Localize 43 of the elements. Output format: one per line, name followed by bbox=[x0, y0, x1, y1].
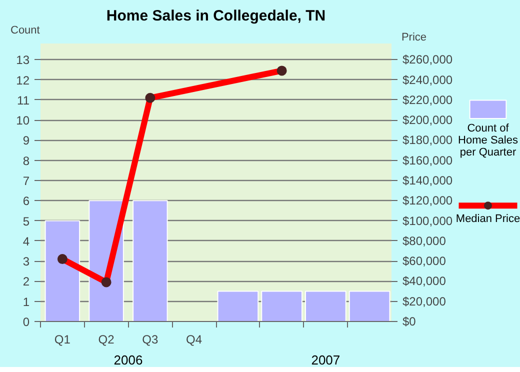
text: 2006 bbox=[114, 352, 143, 368]
y2-tick-label: $180,000 bbox=[402, 133, 453, 148]
y2-tick-label: $40,000 bbox=[402, 274, 446, 288]
y2-tick-label: $60,000 bbox=[402, 254, 446, 268]
y2-tick-label: $100,000 bbox=[402, 214, 453, 228]
y-tick-label: 6 bbox=[22, 194, 30, 208]
x-tick-label: Q2 bbox=[98, 332, 115, 346]
y2-tick-label: $120,000 bbox=[402, 194, 453, 208]
y2-tick-label: $0 bbox=[402, 314, 416, 328]
y2-axis-title: Price bbox=[401, 32, 426, 44]
y2-tick-label: $200,000 bbox=[402, 113, 453, 128]
y2-tick-label: $140,000 bbox=[402, 173, 453, 188]
y-tick-label: 1 bbox=[22, 294, 30, 309]
y-tick-label: 8 bbox=[22, 154, 30, 168]
text: 2007 bbox=[311, 352, 340, 368]
y-tick-label: 11 bbox=[17, 93, 30, 108]
legend-label: Median Price bbox=[456, 213, 520, 226]
y-tick-label: 3 bbox=[22, 254, 30, 269]
y2-tick-label: $160,000 bbox=[402, 153, 453, 168]
y2-tick-label: $260,000 bbox=[402, 52, 453, 67]
y-tick-label: 7 bbox=[22, 174, 30, 188]
y2-tick-label: $240,000 bbox=[402, 72, 453, 87]
y2-tick-label: $80,000 bbox=[402, 234, 446, 248]
y-tick-label: 12 bbox=[16, 73, 30, 88]
bar bbox=[348, 290, 390, 322]
y2-tick-label: $220,000 bbox=[402, 92, 453, 107]
bar bbox=[217, 290, 259, 322]
y-tick-label: 10 bbox=[16, 114, 30, 128]
y-tick-label: 0 bbox=[22, 315, 30, 329]
x-tick-label: Q3 bbox=[142, 332, 159, 346]
y-tick-label: 2 bbox=[22, 274, 30, 289]
x-tick-label: Q1 bbox=[54, 332, 71, 346]
y-tick-label: 13 bbox=[16, 53, 30, 68]
chart-title: Home Sales in Collegedale, TN bbox=[106, 8, 326, 24]
y-tick-label: 4 bbox=[22, 234, 30, 248]
bar bbox=[305, 290, 346, 322]
legend-label: Count of Home Sales per Quarter bbox=[458, 122, 518, 159]
bar bbox=[261, 290, 302, 322]
y-tick-label: 9 bbox=[22, 134, 30, 148]
y-axis-title: Count bbox=[10, 24, 40, 36]
y2-tick-label: $20,000 bbox=[402, 294, 446, 308]
x-tick-label: Q4 bbox=[186, 332, 202, 346]
y-tick-label: 5 bbox=[22, 214, 30, 228]
